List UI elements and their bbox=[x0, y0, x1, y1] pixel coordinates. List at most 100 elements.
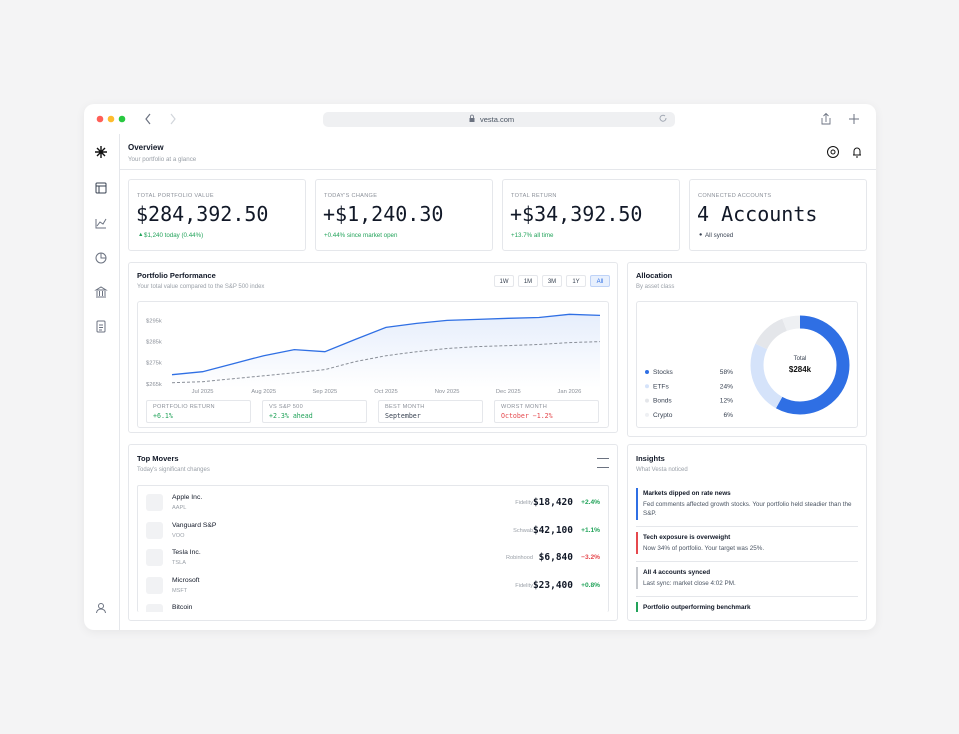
line bbox=[171, 341, 601, 384]
lock-shackle bbox=[470, 114, 474, 118]
metric-label: WORST MONTH bbox=[501, 404, 548, 410]
mover-row[interactable]: Microsoft MSFT Fidelity $23,400 +0.8% bbox=[138, 576, 608, 597]
insight-title: Portfolio outperforming benchmark bbox=[643, 604, 751, 611]
mover-row[interactable]: Tesla Inc. TSLA Robinhood $6,840 −3.2% bbox=[138, 549, 608, 569]
mover-icon bbox=[146, 576, 163, 594]
mover-change: +1.1% bbox=[581, 526, 600, 534]
legend-value: 12% bbox=[720, 398, 733, 405]
stat-value: $284,392.50 bbox=[136, 202, 269, 226]
legend-value: 24% bbox=[720, 383, 733, 390]
logo bbox=[95, 146, 107, 158]
sidebar-icons[interactable] bbox=[94, 146, 861, 614]
y-tick-label: $275k bbox=[146, 361, 162, 367]
stat-icon: ▲ bbox=[138, 232, 144, 238]
y-tick-label: $295k bbox=[146, 318, 162, 324]
range-button[interactable]: 1Y bbox=[566, 275, 586, 287]
mover-row[interactable]: Vanguard S&P VOO Schwab $42,100 +1.1% bbox=[138, 521, 608, 542]
page-title: Overview bbox=[128, 143, 164, 152]
insight-title: Markets dipped on rate news bbox=[643, 490, 731, 497]
stat-note: +0.44% since market open bbox=[324, 232, 398, 239]
mover-name: Tesla Inc. bbox=[172, 549, 201, 556]
area bbox=[172, 314, 600, 388]
insights-title: Insights bbox=[636, 454, 665, 463]
donut-label: Total bbox=[794, 356, 807, 362]
mover-change: +0.8% bbox=[581, 581, 600, 589]
mover-name: Bitcoin bbox=[172, 604, 193, 611]
legend-label: ETFs bbox=[653, 383, 669, 390]
forward[interactable] bbox=[170, 113, 176, 125]
chart-title: Portfolio Performance bbox=[137, 271, 216, 280]
x-tick-label: Oct 2025 bbox=[374, 389, 398, 395]
filter-icon[interactable] bbox=[597, 458, 609, 468]
lock bbox=[469, 118, 475, 122]
insight-bar bbox=[636, 602, 638, 612]
alloc-title: Allocation bbox=[636, 271, 673, 280]
stat-card bbox=[502, 179, 680, 251]
insight-divider bbox=[636, 526, 858, 527]
mover-value: $23,400 bbox=[532, 579, 573, 591]
line bbox=[171, 313, 601, 376]
chart-subtitle: Your total value compared to the S&P 500… bbox=[137, 284, 265, 290]
legend-dot bbox=[645, 412, 649, 417]
movers-title: Top Movers bbox=[137, 454, 179, 463]
mover-icon bbox=[146, 604, 163, 612]
metric-value: +6.1% bbox=[153, 412, 173, 420]
stat-label: CONNECTED ACCOUNTS bbox=[698, 193, 772, 199]
legend-value: 6% bbox=[723, 412, 733, 419]
metric-box bbox=[378, 400, 483, 423]
stat-card bbox=[689, 179, 867, 251]
mover-broker: Fidelity bbox=[515, 582, 533, 589]
mover-row[interactable]: Bitcoin bbox=[138, 604, 608, 612]
legend-dot bbox=[645, 384, 649, 389]
range-button[interactable]: 1M bbox=[518, 275, 538, 287]
min-dot[interactable] bbox=[107, 115, 115, 123]
back[interactable] bbox=[145, 113, 151, 125]
mover-broker: Robinhood bbox=[505, 555, 533, 561]
mover-ticker: VOO bbox=[172, 532, 185, 539]
insight-bar bbox=[636, 488, 638, 520]
stat-card bbox=[128, 179, 306, 251]
x-tick-label: Jul 2025 bbox=[192, 389, 214, 395]
x-tick-label: Dec 2025 bbox=[496, 389, 521, 395]
stat-value: +$1,240.30 bbox=[323, 202, 444, 226]
insight-text: Last sync: market close 4:02 PM. bbox=[643, 580, 736, 587]
range-button[interactable]: 3M bbox=[542, 275, 562, 287]
mover-value: $6,840 bbox=[538, 552, 573, 563]
alloc-subtitle: By asset class bbox=[636, 284, 675, 290]
stat-icon: ● bbox=[699, 232, 703, 238]
donut-segment bbox=[750, 315, 850, 415]
reload[interactable] bbox=[659, 114, 667, 122]
max-dot[interactable] bbox=[118, 115, 126, 123]
mover-value: $18,420 bbox=[532, 497, 573, 508]
metric-box bbox=[146, 400, 251, 423]
insights-subtitle: What Vesta noticed bbox=[636, 467, 688, 473]
mover-icon bbox=[146, 549, 163, 566]
legend-label: Bonds bbox=[653, 398, 672, 405]
insight-bar bbox=[636, 567, 638, 589]
page-subtitle: Your portfolio at a glance bbox=[128, 156, 197, 163]
range-button[interactable]: 1W bbox=[494, 275, 514, 287]
mover-icon bbox=[146, 521, 163, 539]
share[interactable] bbox=[821, 112, 831, 125]
movers-list: Apple Inc. AAPL Fidelity $18,420 +2.4% Vangua… bbox=[137, 485, 609, 612]
mover-change: −3.2% bbox=[581, 554, 600, 561]
address-bar[interactable] bbox=[323, 112, 675, 127]
insight-title: All 4 accounts synced bbox=[643, 569, 711, 576]
movers-card bbox=[128, 444, 618, 621]
close-dot[interactable] bbox=[96, 115, 104, 123]
range-button[interactable]: All bbox=[590, 275, 610, 287]
new-tab[interactable] bbox=[849, 114, 859, 124]
mover-broker: Fidelity bbox=[515, 500, 533, 506]
x-tick-label: Sep 2025 bbox=[312, 389, 337, 395]
x-tick-label: Jan 2026 bbox=[557, 389, 581, 395]
metric-value: +2.3% ahead bbox=[269, 412, 313, 420]
mover-row[interactable]: Apple Inc. AAPL Fidelity $18,420 +2.4% bbox=[138, 494, 608, 514]
stat-note: +13.7% all time bbox=[511, 232, 554, 239]
mover-icon bbox=[146, 494, 163, 511]
insights-card bbox=[627, 444, 867, 621]
donut-value: $284k bbox=[789, 365, 812, 374]
mover-change: +2.4% bbox=[581, 499, 600, 506]
movers-subtitle: Today's significant changes bbox=[137, 467, 210, 473]
mover-ticker: TSLA bbox=[172, 560, 186, 566]
